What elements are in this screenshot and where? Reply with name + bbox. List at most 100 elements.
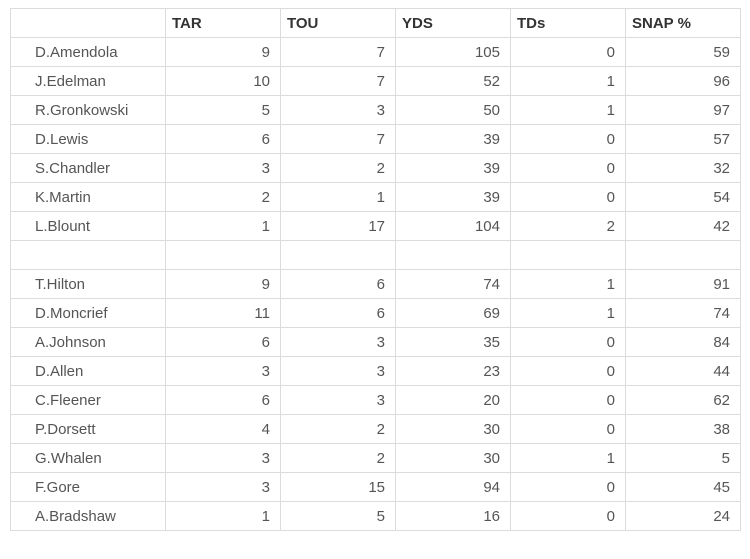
stat-yds: 39 (396, 154, 511, 183)
stat-yds: 39 (396, 183, 511, 212)
stat-tds: 1 (511, 444, 626, 473)
table-row: T.Hilton9674191 (11, 270, 741, 299)
player-name: T.Hilton (11, 270, 166, 299)
stat-tds: 0 (511, 415, 626, 444)
col-header-name (11, 9, 166, 38)
player-name: F.Gore (11, 473, 166, 502)
stat-tou: 6 (281, 270, 396, 299)
stat-tou: 3 (281, 357, 396, 386)
stat-tar: 3 (166, 154, 281, 183)
stat-tou: 3 (281, 386, 396, 415)
stat-snap: 62 (626, 386, 741, 415)
col-header-snap: SNAP % (626, 9, 741, 38)
stat-tds: 1 (511, 299, 626, 328)
stat-tds: 1 (511, 67, 626, 96)
stat-tou: 3 (281, 96, 396, 125)
stat-snap: 84 (626, 328, 741, 357)
stat-tds: 0 (511, 502, 626, 531)
stat-yds: 35 (396, 328, 511, 357)
blank-cell (11, 241, 166, 270)
table-row: A.Bradshaw1516024 (11, 502, 741, 531)
stat-tar: 2 (166, 183, 281, 212)
stat-tou: 2 (281, 444, 396, 473)
stat-tds: 0 (511, 38, 626, 67)
stat-tou: 15 (281, 473, 396, 502)
player-name: A.Johnson (11, 328, 166, 357)
stat-snap: 96 (626, 67, 741, 96)
table-row: G.Whalen323015 (11, 444, 741, 473)
table-row: C.Fleener6320062 (11, 386, 741, 415)
stat-tds: 0 (511, 386, 626, 415)
stats-table-container: TAR TOU YDS TDs SNAP % D.Amendola9710505… (10, 8, 740, 531)
stat-tou: 1 (281, 183, 396, 212)
stat-tar: 1 (166, 502, 281, 531)
stat-tou: 3 (281, 328, 396, 357)
stat-yds: 104 (396, 212, 511, 241)
stat-tar: 3 (166, 444, 281, 473)
stat-yds: 52 (396, 67, 511, 96)
table-body: D.Amendola97105059J.Edelman10752196R.Gro… (11, 38, 741, 531)
col-header-yds: YDS (396, 9, 511, 38)
stat-tar: 5 (166, 96, 281, 125)
stat-snap: 59 (626, 38, 741, 67)
stat-tou: 2 (281, 154, 396, 183)
stat-yds: 105 (396, 38, 511, 67)
table-row: F.Gore31594045 (11, 473, 741, 502)
stat-snap: 45 (626, 473, 741, 502)
stat-yds: 94 (396, 473, 511, 502)
table-row: J.Edelman10752196 (11, 67, 741, 96)
stat-snap: 44 (626, 357, 741, 386)
stat-yds: 50 (396, 96, 511, 125)
player-name: D.Amendola (11, 38, 166, 67)
stat-tar: 11 (166, 299, 281, 328)
stat-tds: 0 (511, 125, 626, 154)
stat-tds: 0 (511, 154, 626, 183)
stat-tar: 6 (166, 328, 281, 357)
table-row: D.Allen3323044 (11, 357, 741, 386)
stat-tds: 0 (511, 357, 626, 386)
player-name: D.Allen (11, 357, 166, 386)
stat-snap: 5 (626, 444, 741, 473)
table-row: D.Amendola97105059 (11, 38, 741, 67)
player-name: R.Gronkowski (11, 96, 166, 125)
stat-tds: 0 (511, 183, 626, 212)
col-header-tou: TOU (281, 9, 396, 38)
blank-cell (626, 241, 741, 270)
stat-tar: 10 (166, 67, 281, 96)
table-row: A.Johnson6335084 (11, 328, 741, 357)
header-row: TAR TOU YDS TDs SNAP % (11, 9, 741, 38)
stat-tds: 1 (511, 270, 626, 299)
table-row: P.Dorsett4230038 (11, 415, 741, 444)
blank-cell (396, 241, 511, 270)
stat-snap: 54 (626, 183, 741, 212)
table-row: L.Blount117104242 (11, 212, 741, 241)
player-name: D.Moncrief (11, 299, 166, 328)
blank-cell (166, 241, 281, 270)
stat-yds: 20 (396, 386, 511, 415)
col-header-tds: TDs (511, 9, 626, 38)
player-name: C.Fleener (11, 386, 166, 415)
stat-yds: 30 (396, 444, 511, 473)
player-name: G.Whalen (11, 444, 166, 473)
table-row: R.Gronkowski5350197 (11, 96, 741, 125)
stat-tar: 1 (166, 212, 281, 241)
stat-tar: 6 (166, 386, 281, 415)
stat-tou: 7 (281, 67, 396, 96)
player-name: S.Chandler (11, 154, 166, 183)
stat-snap: 97 (626, 96, 741, 125)
stat-tar: 6 (166, 125, 281, 154)
blank-cell (511, 241, 626, 270)
stat-yds: 16 (396, 502, 511, 531)
stat-tou: 5 (281, 502, 396, 531)
table-header: TAR TOU YDS TDs SNAP % (11, 9, 741, 38)
stat-tou: 2 (281, 415, 396, 444)
table-row: K.Martin2139054 (11, 183, 741, 212)
stat-tou: 7 (281, 38, 396, 67)
stat-tar: 9 (166, 270, 281, 299)
stat-yds: 69 (396, 299, 511, 328)
table-row (11, 241, 741, 270)
stat-snap: 57 (626, 125, 741, 154)
player-name: K.Martin (11, 183, 166, 212)
stat-yds: 74 (396, 270, 511, 299)
table-row: D.Moncrief11669174 (11, 299, 741, 328)
